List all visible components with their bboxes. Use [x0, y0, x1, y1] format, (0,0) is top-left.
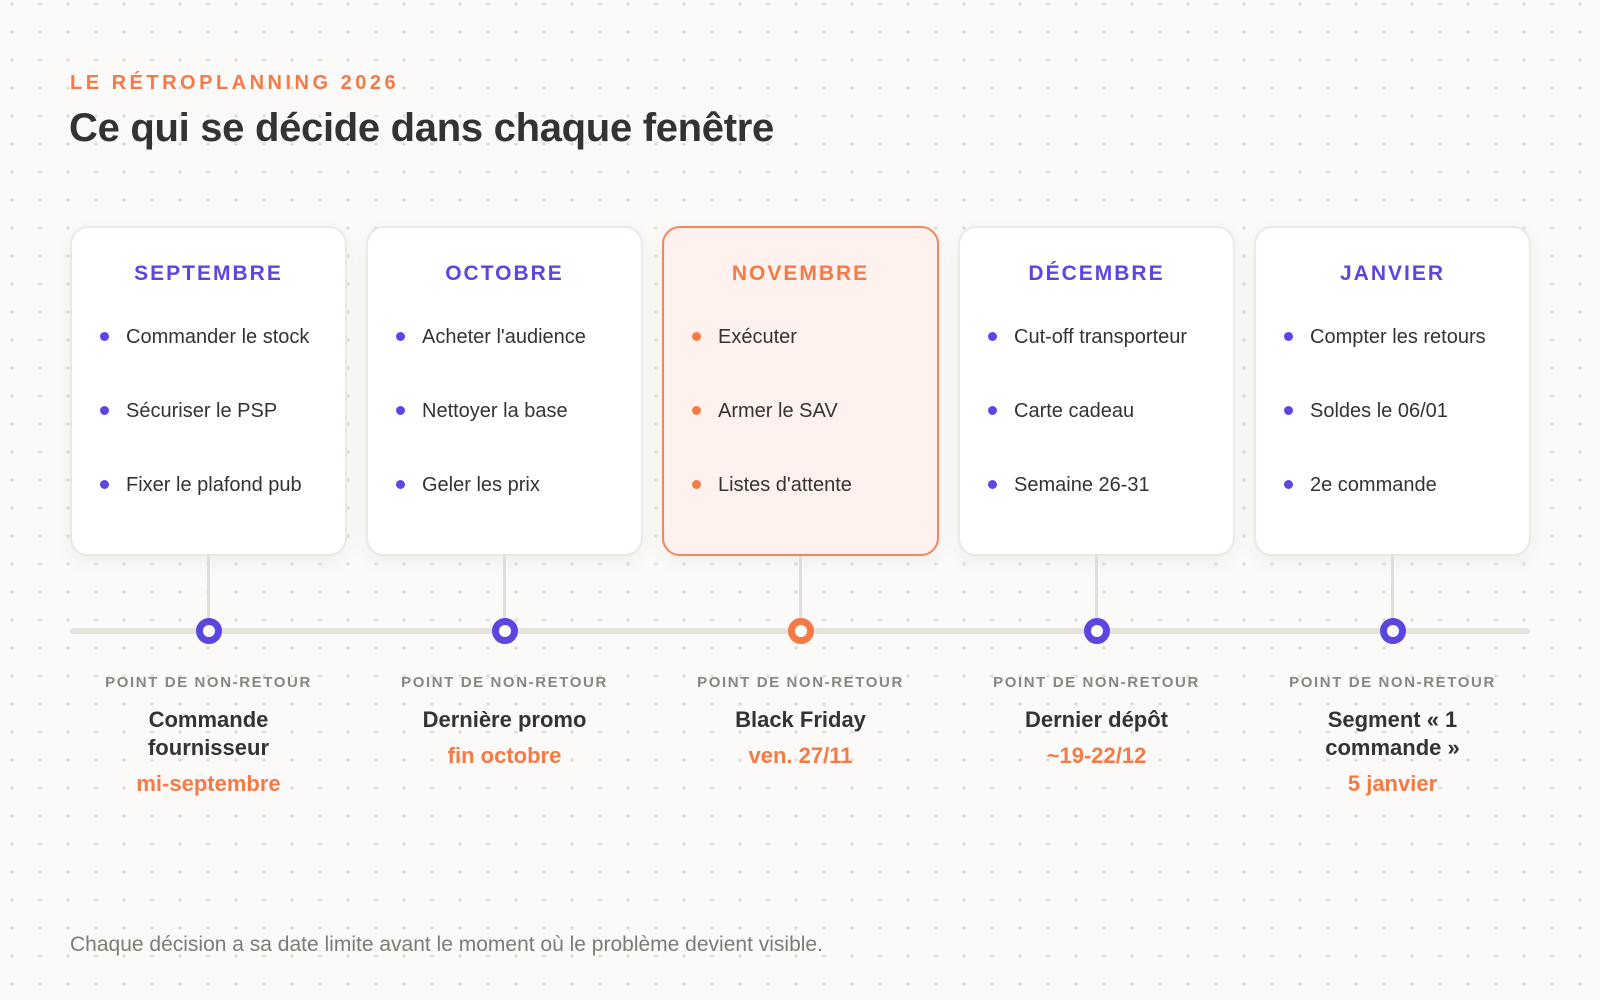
milestone-caption: POINT DE NON-RETOUR	[401, 674, 608, 691]
list-item: Acheter l'audience	[396, 324, 621, 351]
timeline-node-icon	[196, 618, 222, 644]
list-item-text: Listes d'attente	[718, 474, 852, 496]
bullet-dot-icon	[988, 480, 997, 489]
month-label: NOVEMBRE	[731, 262, 870, 285]
milestone-date: mi-septembre	[136, 771, 281, 796]
milestone-date: ~19-22/12	[1046, 743, 1147, 768]
list-item-text: 2e commande	[1310, 474, 1437, 496]
timeline-column-decembre: DÉCEMBRE Cut-off transporteur Carte cade…	[958, 226, 1235, 806]
bullet-dot-icon	[1284, 480, 1293, 489]
list-item: 2e commande	[1284, 472, 1509, 499]
list-item-text: Compter les retours	[1310, 326, 1486, 348]
bullet-dot-icon	[692, 406, 701, 415]
bullet-dot-icon	[396, 332, 405, 341]
list-item-text: Exécuter	[718, 326, 797, 348]
milestone-event: Commande fournisseur mi-septembre	[90, 706, 327, 798]
milestone-date: 5 janvier	[1347, 771, 1438, 796]
month-label: JANVIER	[1339, 262, 1446, 285]
connector-line	[799, 556, 802, 618]
list-item-text: Soldes le 06/01	[1310, 400, 1448, 422]
list-item: Nettoyer la base	[396, 398, 621, 425]
list-item: Commander le stock	[100, 324, 325, 351]
eyebrow-label: LE RÉTROPLANNING 2026	[70, 72, 400, 94]
bullet-dot-icon	[692, 332, 701, 341]
bullet-dot-icon	[692, 480, 701, 489]
timeline-column-octobre: OCTOBRE Acheter l'audience Nettoyer la b…	[366, 226, 643, 806]
bullet-dot-icon	[100, 480, 109, 489]
bullet-dot-icon	[100, 406, 109, 415]
bullet-dot-icon	[988, 406, 997, 415]
list-item-text: Armer le SAV	[718, 400, 838, 422]
list-item-text: Fixer le plafond pub	[126, 474, 302, 496]
milestone-caption: POINT DE NON-RETOUR	[993, 674, 1200, 691]
month-label: DÉCEMBRE	[1028, 262, 1165, 285]
page-title: Ce qui se décide dans chaque fenêtre	[69, 106, 774, 150]
list-item: Compter les retours	[1284, 324, 1509, 351]
timeline-node-icon	[1380, 618, 1406, 644]
timeline-column-janvier: JANVIER Compter les retours Soldes le 06…	[1254, 226, 1531, 806]
footnote: Chaque décision a sa date limite avant l…	[70, 933, 823, 956]
bullet-dot-icon	[396, 480, 405, 489]
month-label: OCTOBRE	[445, 262, 564, 285]
timeline-column-septembre: SEPTEMBRE Commander le stock Sécuriser l…	[70, 226, 347, 806]
bullet-dot-icon	[1284, 332, 1293, 341]
list-item: Geler les prix	[396, 472, 621, 499]
milestone-event: Black Friday ven. 27/11	[682, 706, 919, 770]
list-item: Listes d'attente	[692, 472, 917, 499]
list-item: Cut-off transporteur	[988, 324, 1213, 351]
connector-line	[503, 556, 506, 618]
list-item-text: Cut-off transporteur	[1014, 326, 1188, 348]
connector-line	[1391, 556, 1394, 618]
milestone-event-name: Dernier dépôt	[1024, 707, 1169, 732]
list-item: Carte cadeau	[988, 398, 1213, 425]
list-item: Sécuriser le PSP	[100, 398, 325, 425]
timeline-node-icon	[492, 618, 518, 644]
month-card: OCTOBRE Acheter l'audience Nettoyer la b…	[366, 226, 643, 556]
list-item-text: Nettoyer la base	[422, 400, 568, 422]
timeline-node-icon	[788, 618, 814, 644]
milestone-event-name: Commande fournisseur	[147, 707, 270, 760]
timeline-column-novembre: NOVEMBRE Exécuter Armer le SAV Listes d'…	[662, 226, 939, 806]
milestone-event: Segment « 1 commande » 5 janvier	[1274, 706, 1511, 798]
month-card-highlighted: NOVEMBRE Exécuter Armer le SAV Listes d'…	[662, 226, 939, 556]
list-item-text: Commander le stock	[126, 326, 310, 348]
list-item: Exécuter	[692, 324, 917, 351]
connector-line	[207, 556, 210, 618]
bullet-dot-icon	[396, 406, 405, 415]
list-item-text: Sécuriser le PSP	[126, 400, 278, 422]
milestone-date: fin octobre	[447, 743, 562, 768]
list-item: Fixer le plafond pub	[100, 472, 325, 499]
milestone-event: Dernier dépôt ~19-22/12	[978, 706, 1215, 770]
list-item-text: Carte cadeau	[1014, 400, 1135, 422]
bullet-dot-icon	[988, 332, 997, 341]
milestone-event-name: Segment « 1 commande »	[1325, 707, 1460, 760]
bullet-dot-icon	[1284, 406, 1293, 415]
list-item-text: Acheter l'audience	[422, 326, 586, 348]
milestone-event: Dernière promo fin octobre	[386, 706, 623, 770]
month-card: SEPTEMBRE Commander le stock Sécuriser l…	[70, 226, 347, 556]
list-item: Semaine 26-31	[988, 472, 1213, 499]
month-card: JANVIER Compter les retours Soldes le 06…	[1254, 226, 1531, 556]
list-item-text: Semaine 26-31	[1014, 474, 1150, 496]
bullet-dot-icon	[100, 332, 109, 341]
list-item: Soldes le 06/01	[1284, 398, 1509, 425]
list-item-text: Geler les prix	[422, 474, 540, 496]
month-card: DÉCEMBRE Cut-off transporteur Carte cade…	[958, 226, 1235, 556]
connector-line	[1095, 556, 1098, 618]
milestone-caption: POINT DE NON-RETOUR	[1289, 674, 1496, 691]
milestone-event-name: Black Friday	[735, 707, 866, 732]
month-label: SEPTEMBRE	[134, 262, 283, 285]
timeline-node-icon	[1084, 618, 1110, 644]
milestone-caption: POINT DE NON-RETOUR	[697, 674, 904, 691]
milestone-caption: POINT DE NON-RETOUR	[105, 674, 312, 691]
milestone-date: ven. 27/11	[748, 743, 853, 768]
milestone-event-name: Dernière promo	[422, 707, 587, 732]
list-item: Armer le SAV	[692, 398, 917, 425]
